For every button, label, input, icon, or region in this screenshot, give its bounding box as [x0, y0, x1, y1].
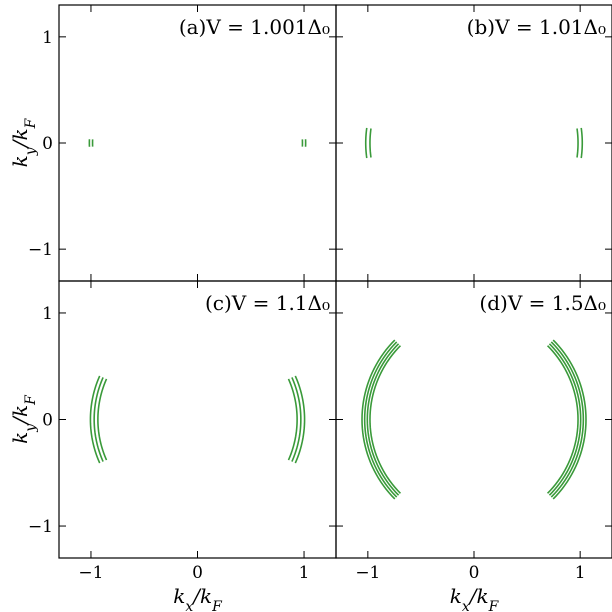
fermi-arc-left: [369, 128, 372, 158]
y-axis-label: ky/kF: [8, 117, 39, 167]
panels: −1 0 1 (a)V = 1.001Δ₀ (b)V = 1.01Δ₀ −1 0 1 −1 0 1 (…: [28, 4, 612, 583]
fermi-arc-left: [89, 375, 101, 464]
fermi-arc-right: [291, 377, 302, 462]
panel-b: (b)V = 1.01Δ₀: [335, 4, 612, 282]
y-tick-label: 1: [42, 304, 53, 324]
panel-title: (c)V = 1.1Δ₀: [205, 291, 330, 315]
fermi-arc-right: [548, 343, 582, 496]
panel-d: −1 0 1 (d)V = 1.5Δ₀: [335, 280, 612, 583]
x-tick-label: −1: [78, 563, 103, 583]
y-tick-label: 0: [42, 411, 53, 431]
x-tick-label: 0: [469, 563, 480, 583]
y-tick-label: 0: [42, 134, 53, 154]
fermi-arc-right: [580, 127, 584, 159]
panel-frame: [335, 280, 612, 559]
fermi-arc-right: [550, 341, 585, 498]
x-axis-label: kx/kF: [450, 584, 500, 612]
fermi-arc-right: [294, 375, 306, 464]
y-tick-label: 1: [42, 28, 53, 48]
panel-a: −1 0 1 (a)V = 1.001Δ₀: [28, 4, 337, 282]
panel-title: (d)V = 1.5Δ₀: [479, 291, 606, 315]
panel-title: (a)V = 1.001Δ₀: [179, 15, 330, 39]
x-tick-label: 0: [192, 563, 203, 583]
fermi-arc-left: [93, 377, 104, 462]
y-axis-labels: ky/kF ky/kF: [8, 117, 39, 443]
fermi-arc-right: [546, 345, 579, 494]
x-axis-labels: kx/kF kx/kF: [173, 584, 499, 612]
x-axis-label: kx/kF: [173, 584, 223, 612]
fermi-arc-right: [287, 378, 298, 461]
panel-title: (b)V = 1.01Δ₀: [467, 15, 606, 39]
fermi-arc-left: [364, 127, 368, 159]
fermi-arc-right: [552, 339, 587, 500]
panel-frame: [335, 4, 612, 282]
fermi-arc-left: [369, 345, 402, 494]
fermi-arc-right: [576, 128, 579, 158]
y-tick-label: −1: [28, 517, 53, 537]
fermi-arc-left: [361, 339, 396, 500]
x-tick-label: 1: [299, 563, 310, 583]
panel-frame: [58, 4, 337, 282]
x-tick-label: −1: [355, 563, 380, 583]
fermi-arc-left: [363, 341, 398, 498]
y-axis-label: ky/kF: [8, 394, 39, 444]
fermi-arc-left: [97, 378, 108, 461]
panel-c: −1 0 1 −1 0 1 (c)V = 1.1Δ₀: [28, 280, 337, 583]
fermi-arc-left: [366, 343, 400, 496]
y-tick-label: −1: [28, 240, 53, 260]
x-tick-label: 1: [575, 563, 586, 583]
panel-frame: [58, 280, 337, 559]
